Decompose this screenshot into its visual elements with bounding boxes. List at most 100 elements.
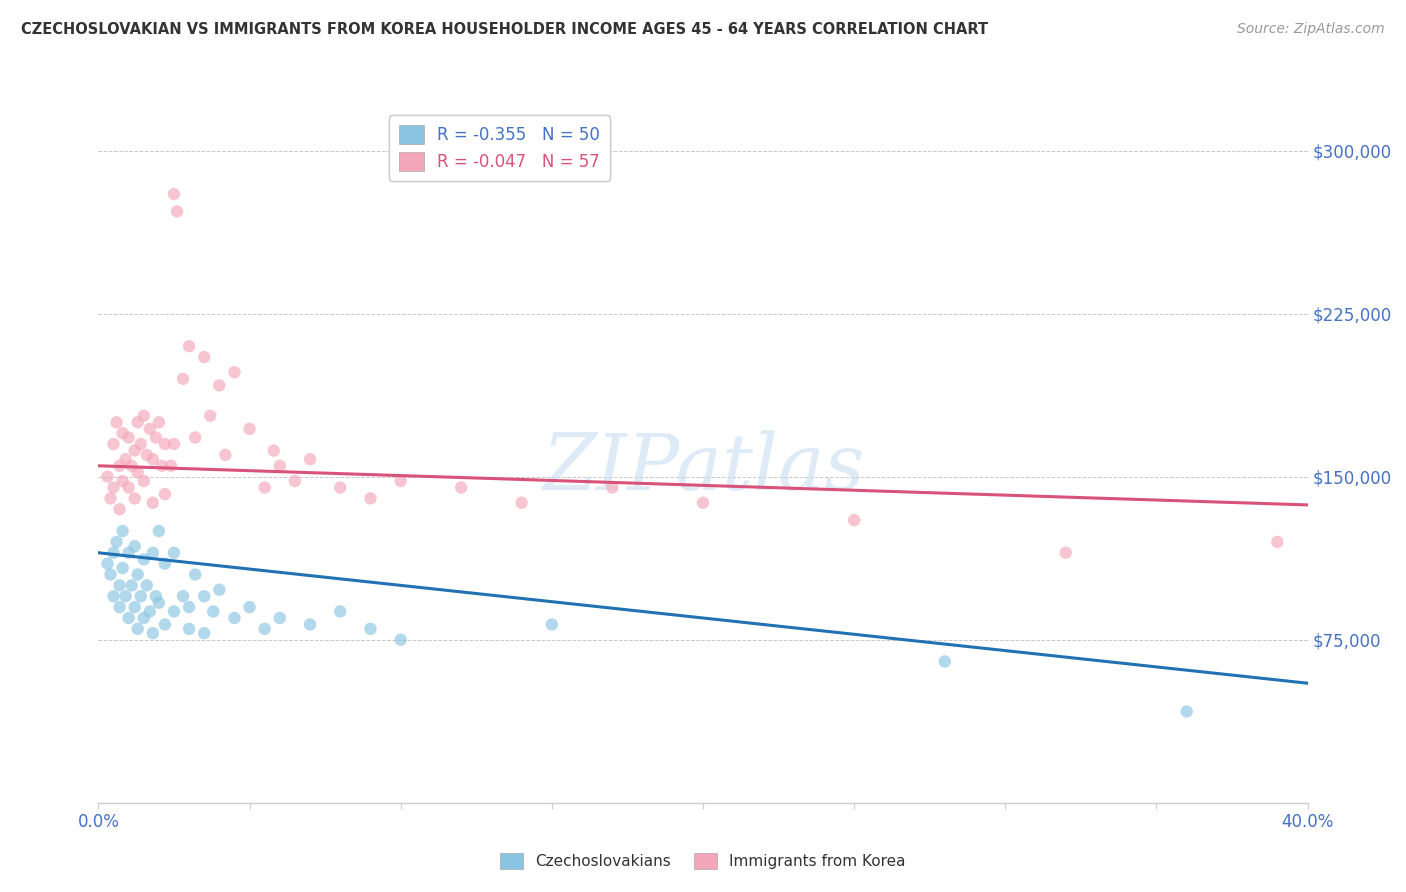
Point [360, 491, 382, 506]
Point [96, 469, 118, 483]
Point [329, 605, 352, 619]
Legend: R = -0.355   N = 50, R = -0.047   N = 57: R = -0.355 N = 50, R = -0.047 N = 57 [389, 115, 610, 181]
Point [127, 622, 149, 636]
Point [172, 589, 194, 603]
Text: CZECHOSLOVAKIAN VS IMMIGRANTS FROM KOREA HOUSEHOLDER INCOME AGES 45 - 64 YEARS C: CZECHOSLOVAKIAN VS IMMIGRANTS FROM KOREA… [21, 22, 988, 37]
Point [139, 605, 162, 619]
Point [389, 474, 412, 488]
Point [108, 600, 131, 615]
Point [1175, 705, 1198, 719]
Point [1267, 535, 1289, 549]
Point [153, 557, 176, 571]
Point [139, 422, 162, 436]
Point [142, 626, 165, 640]
Point [202, 605, 225, 619]
Point [150, 458, 173, 473]
Point [129, 437, 152, 451]
Point [1054, 546, 1077, 560]
Point [114, 589, 136, 603]
Point [193, 350, 215, 364]
Point [299, 452, 322, 467]
Point [160, 458, 183, 473]
Point [124, 539, 146, 553]
Point [108, 502, 131, 516]
Point [135, 448, 157, 462]
Point [132, 611, 155, 625]
Point [253, 481, 276, 495]
Point [239, 600, 262, 615]
Point [118, 546, 141, 560]
Point [118, 431, 141, 445]
Point [360, 622, 382, 636]
Point [124, 443, 146, 458]
Point [163, 546, 186, 560]
Point [184, 431, 207, 445]
Point [100, 567, 122, 582]
Point [193, 626, 215, 640]
Point [129, 589, 152, 603]
Point [103, 437, 125, 451]
Point [105, 535, 128, 549]
Point [108, 458, 131, 473]
Point [184, 567, 207, 582]
Point [135, 578, 157, 592]
Point [389, 632, 412, 647]
Point [284, 474, 307, 488]
Point [934, 655, 956, 669]
Point [111, 561, 134, 575]
Point [127, 466, 149, 480]
Point [263, 443, 285, 458]
Point [103, 546, 125, 560]
Point [329, 481, 352, 495]
Point [111, 474, 134, 488]
Legend: Czechoslovakians, Immigrants from Korea: Czechoslovakians, Immigrants from Korea [494, 847, 912, 875]
Point [153, 437, 176, 451]
Point [100, 491, 122, 506]
Point [142, 496, 165, 510]
Point [118, 481, 141, 495]
Point [172, 372, 194, 386]
Point [166, 204, 188, 219]
Point [114, 452, 136, 467]
Point [148, 524, 170, 538]
Text: ZIPatlas: ZIPatlas [541, 431, 865, 507]
Point [111, 524, 134, 538]
Point [124, 600, 146, 615]
Point [299, 617, 322, 632]
Point [153, 617, 176, 632]
Point [450, 481, 472, 495]
Point [163, 605, 186, 619]
Point [179, 600, 201, 615]
Point [269, 611, 291, 625]
Point [208, 378, 231, 392]
Point [163, 437, 186, 451]
Point [108, 578, 131, 592]
Point [132, 474, 155, 488]
Point [193, 589, 215, 603]
Point [105, 415, 128, 429]
Point [121, 458, 143, 473]
Point [540, 617, 562, 632]
Point [844, 513, 866, 527]
Point [118, 611, 141, 625]
Point [239, 422, 262, 436]
Point [96, 557, 118, 571]
Point [103, 589, 125, 603]
Point [145, 589, 167, 603]
Point [602, 481, 624, 495]
Point [132, 552, 155, 566]
Point [124, 491, 146, 506]
Point [111, 426, 134, 441]
Point [510, 496, 533, 510]
Text: Source: ZipAtlas.com: Source: ZipAtlas.com [1237, 22, 1385, 37]
Point [208, 582, 231, 597]
Point [121, 578, 143, 592]
Point [103, 481, 125, 495]
Point [148, 596, 170, 610]
Point [179, 622, 201, 636]
Point [127, 567, 149, 582]
Point [142, 452, 165, 467]
Point [253, 622, 276, 636]
Point [153, 487, 176, 501]
Point [224, 611, 246, 625]
